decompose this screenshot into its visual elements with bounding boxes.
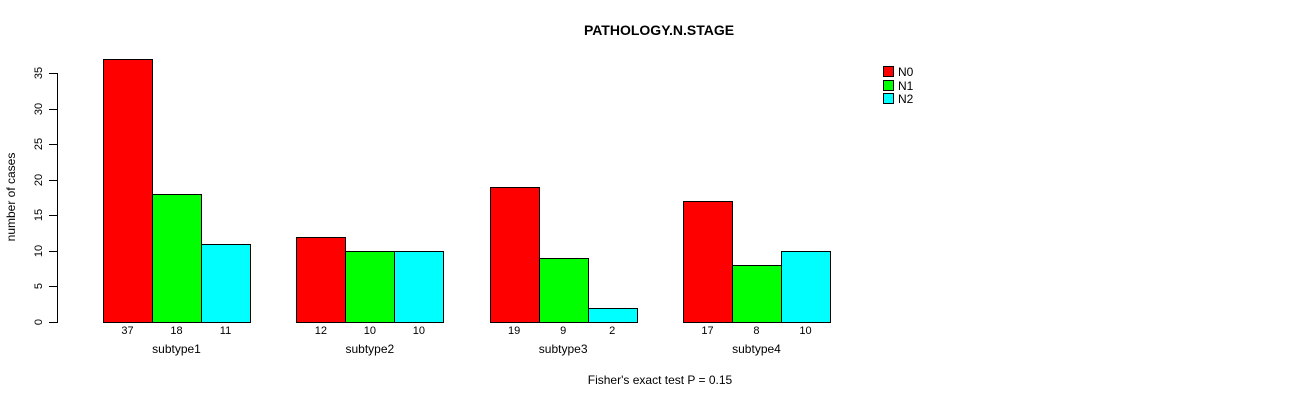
y-tick bbox=[49, 179, 57, 181]
bar-value-label: 10 bbox=[363, 325, 376, 337]
bar-n0-subtype4 bbox=[682, 201, 733, 323]
bar-n1-subtype4 bbox=[731, 265, 782, 323]
bar-n2-subtype4 bbox=[780, 250, 831, 323]
category-label: subtype3 bbox=[538, 342, 588, 356]
bar-value-label: 11 bbox=[219, 325, 232, 337]
bar-value-label: 19 bbox=[508, 325, 521, 337]
bar-n2-subtype3 bbox=[587, 307, 638, 323]
legend-swatch-n2 bbox=[883, 93, 894, 104]
bar-n2-subtype2 bbox=[394, 250, 445, 323]
chart-title: PATHOLOGY.N.STAGE bbox=[583, 22, 735, 38]
y-tick bbox=[49, 322, 57, 323]
y-tick bbox=[49, 144, 57, 146]
bar-n0-subtype1 bbox=[103, 58, 153, 323]
legend-swatch-n0 bbox=[883, 66, 894, 77]
bar-value-label: 12 bbox=[314, 325, 327, 337]
bar-n1-subtype3 bbox=[538, 257, 589, 323]
y-axis-line bbox=[57, 73, 58, 323]
bar-n1-subtype1 bbox=[152, 193, 202, 323]
legend-swatch-n1 bbox=[883, 79, 894, 91]
bar-value-label: 10 bbox=[412, 325, 425, 337]
y-tick bbox=[49, 108, 57, 110]
bar-value-label: 2 bbox=[609, 325, 616, 337]
bar-value-label: 8 bbox=[753, 325, 760, 337]
bar-n0-subtype3 bbox=[489, 186, 540, 323]
y-tick bbox=[49, 73, 57, 74]
footer-caption: Fisher's exact test P = 0.15 bbox=[587, 373, 733, 387]
legend-label-n0: N0 bbox=[898, 65, 914, 79]
y-tick bbox=[49, 215, 57, 217]
bar-n2-subtype1 bbox=[201, 243, 251, 323]
category-label: subtype1 bbox=[152, 342, 201, 356]
bar-value-label: 17 bbox=[701, 325, 714, 337]
category-label: subtype2 bbox=[345, 342, 395, 356]
y-tick bbox=[49, 286, 57, 288]
bar-value-label: 10 bbox=[799, 325, 812, 337]
bar-value-label: 9 bbox=[560, 325, 567, 337]
bar-value-label: 37 bbox=[121, 325, 134, 337]
bar-n0-subtype2 bbox=[296, 236, 347, 323]
legend-label-n1: N1 bbox=[898, 78, 914, 93]
y-tick bbox=[49, 250, 57, 252]
bar-value-label: 18 bbox=[170, 325, 183, 337]
category-label: subtype4 bbox=[732, 342, 781, 356]
legend-label-n2: N2 bbox=[898, 92, 914, 106]
